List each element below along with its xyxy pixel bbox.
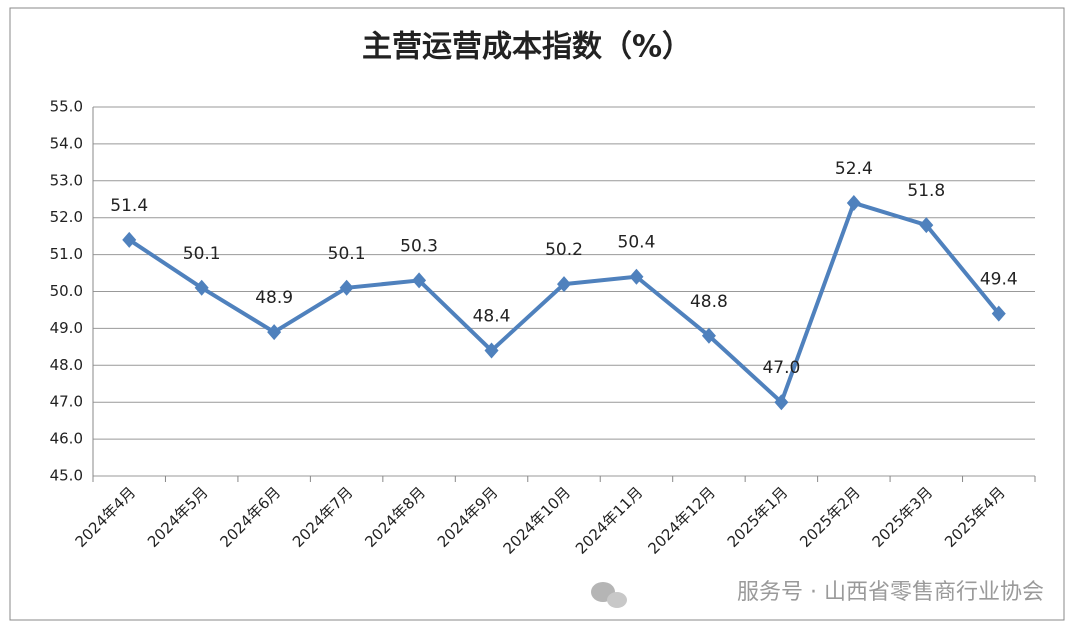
y-tick-label: 55.0 [50, 98, 83, 116]
y-tick-label: 48.0 [50, 356, 83, 374]
watermark: 服务号 · 山西省零售商行业协会 [737, 580, 1044, 605]
y-tick-label: 50.0 [50, 282, 83, 300]
data-label: 48.8 [690, 292, 728, 312]
marker [629, 268, 644, 285]
marker [919, 217, 934, 234]
marker [267, 324, 282, 341]
marker [557, 276, 571, 293]
marker [991, 305, 1006, 322]
marker [339, 279, 354, 296]
marker [774, 394, 789, 411]
y-tick-label: 45.0 [50, 467, 83, 485]
y-tick-label: 49.0 [50, 319, 83, 337]
watermark-icon [591, 582, 627, 608]
data-label: 47.0 [762, 358, 800, 378]
data-label: 48.9 [255, 288, 293, 308]
data-label: 50.1 [328, 244, 366, 264]
marker [846, 194, 861, 211]
data-label: 48.4 [473, 307, 511, 327]
chart-title: 主营运营成本指数（%） [362, 30, 692, 65]
y-tick-label: 51.0 [50, 245, 83, 263]
marker [484, 342, 499, 359]
data-label: 50.4 [618, 233, 656, 253]
y-tick-label: 47.0 [50, 393, 83, 411]
data-label: 49.4 [980, 270, 1018, 290]
y-tick-label: 53.0 [50, 171, 83, 189]
y-tick-label: 46.0 [50, 430, 83, 448]
data-label: 51.4 [110, 196, 148, 216]
marker [122, 231, 137, 248]
data-label: 50.3 [400, 236, 438, 256]
y-tick-label: 52.0 [50, 208, 83, 226]
y-tick-label: 54.0 [50, 134, 83, 152]
marker [412, 272, 427, 289]
data-label: 51.8 [907, 181, 945, 201]
data-label: 50.1 [183, 244, 221, 264]
data-label: 52.4 [835, 159, 873, 179]
data-label: 50.2 [545, 240, 583, 260]
marker [701, 327, 716, 344]
marker [194, 279, 209, 296]
chart-frame [9, 7, 1065, 621]
